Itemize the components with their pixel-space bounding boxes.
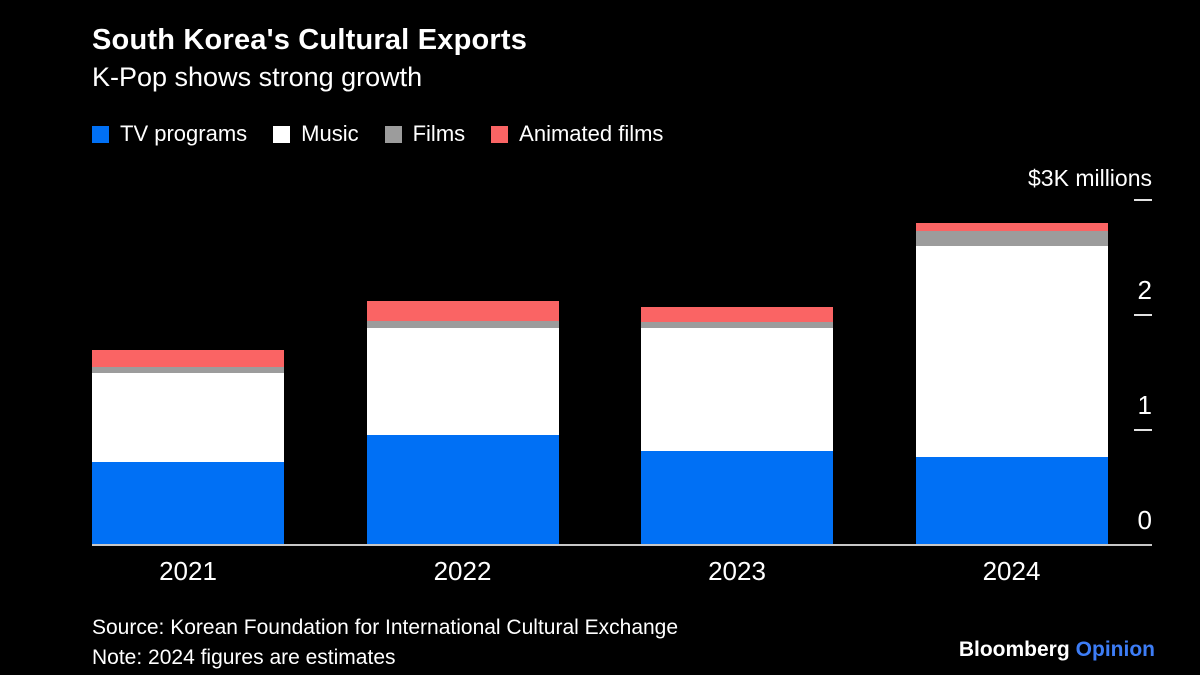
y-tick-label-0: 0	[1137, 505, 1152, 536]
bar-segment-2022-animated-films	[366, 301, 559, 321]
legend: TV programs Music Films Animated films	[92, 121, 663, 147]
legend-swatch-music	[273, 125, 291, 143]
y-axis-unit-label: $3K millions	[1028, 164, 1152, 191]
x-axis-baseline	[92, 544, 1152, 546]
brand-bloomberg: Bloomberg	[958, 638, 1070, 661]
bar-column-2024	[915, 223, 1108, 544]
x-tick-label-2024: 2024	[982, 556, 1041, 586]
bar-segment-2024-animated-films	[915, 223, 1108, 232]
x-tick-label-2021: 2021	[159, 556, 217, 586]
x-tick-label-2022: 2022	[433, 556, 492, 586]
y-tick-mark-2	[1134, 314, 1152, 316]
brand-opinion: Opinion	[1075, 638, 1155, 661]
bar-segment-2022-music	[366, 327, 559, 435]
bar-column-2022	[366, 301, 559, 544]
bloomberg-opinion-logo: Bloomberg Opinion	[959, 638, 1155, 662]
bar-column-2023	[641, 306, 833, 544]
legend-swatch-tv-programs	[92, 125, 109, 143]
bar-segment-2024-tv-programs	[915, 456, 1108, 544]
source-line: Source: Korean Foundation for Internatio…	[92, 616, 679, 639]
legend-label-animated-films: Animated films	[519, 121, 664, 146]
legend-item-music: Music	[273, 121, 359, 147]
note-line: Note: 2024 figures are estimates	[92, 646, 396, 669]
legend-label-tv-programs: TV programs	[120, 121, 248, 146]
bar-segment-2021-music	[92, 372, 284, 463]
chart-subtitle: K-Pop shows strong growth	[92, 62, 423, 92]
bar-segment-2021-tv-programs	[92, 462, 284, 544]
bar-column-2021	[92, 349, 284, 544]
chart-title: South Korea's Cultural Exports	[92, 24, 528, 56]
bar-segment-2021-films	[92, 366, 284, 373]
legend-swatch-animated-films	[491, 125, 509, 143]
legend-item-films: Films	[384, 121, 466, 147]
y-tick-label-1: 1	[1137, 390, 1152, 421]
legend-label-music: Music	[301, 121, 359, 146]
legend-item-animated-films: Animated films	[491, 121, 663, 147]
bar-segment-2022-tv-programs	[366, 434, 559, 544]
y-tick-mark-1	[1134, 429, 1152, 431]
legend-item-tv-programs: TV programs	[92, 121, 247, 147]
bar-segment-2023-films	[641, 321, 833, 328]
legend-label-films: Films	[412, 121, 466, 146]
y-tick-mark-3	[1134, 199, 1152, 201]
bar-segment-2024-music	[915, 246, 1108, 457]
y-tick-label-2: 2	[1137, 275, 1152, 306]
bar-segment-2024-films	[915, 231, 1108, 247]
x-tick-label-2023: 2023	[708, 556, 766, 586]
bar-segment-2021-animated-films	[92, 349, 284, 367]
bar-segment-2023-music	[641, 327, 833, 451]
source-note-block: Source: Korean Foundation for Internatio…	[92, 613, 678, 673]
bar-segment-2023-tv-programs	[641, 450, 833, 544]
bar-segment-2023-animated-films	[641, 306, 833, 322]
bar-segment-2022-films	[366, 320, 559, 328]
legend-swatch-films	[384, 125, 402, 143]
